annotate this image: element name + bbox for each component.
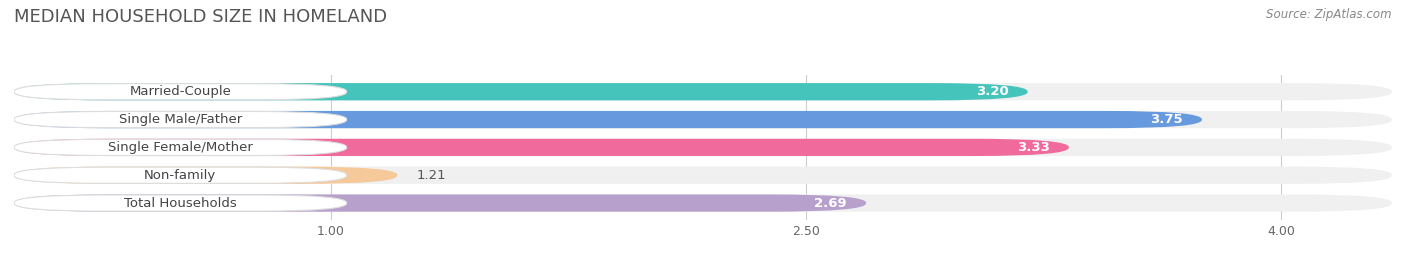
Text: Single Male/Father: Single Male/Father	[118, 113, 242, 126]
Text: MEDIAN HOUSEHOLD SIZE IN HOMELAND: MEDIAN HOUSEHOLD SIZE IN HOMELAND	[14, 8, 387, 26]
Text: 2.69: 2.69	[814, 196, 848, 210]
FancyBboxPatch shape	[14, 167, 347, 183]
Text: Total Households: Total Households	[124, 196, 236, 210]
FancyBboxPatch shape	[14, 139, 1069, 156]
Text: 3.75: 3.75	[1150, 113, 1182, 126]
Text: 3.20: 3.20	[976, 85, 1008, 98]
Text: Married-Couple: Married-Couple	[129, 85, 232, 98]
FancyBboxPatch shape	[14, 139, 347, 155]
FancyBboxPatch shape	[14, 111, 347, 128]
FancyBboxPatch shape	[14, 83, 1028, 100]
FancyBboxPatch shape	[14, 84, 347, 100]
Text: Single Female/Mother: Single Female/Mother	[108, 141, 253, 154]
Text: 3.33: 3.33	[1017, 141, 1050, 154]
FancyBboxPatch shape	[14, 195, 1392, 212]
Text: Non-family: Non-family	[145, 169, 217, 182]
Text: Source: ZipAtlas.com: Source: ZipAtlas.com	[1267, 8, 1392, 21]
FancyBboxPatch shape	[14, 195, 866, 212]
FancyBboxPatch shape	[14, 111, 1202, 128]
Text: 1.21: 1.21	[416, 169, 446, 182]
FancyBboxPatch shape	[14, 167, 1392, 184]
FancyBboxPatch shape	[14, 195, 347, 211]
FancyBboxPatch shape	[14, 83, 1392, 100]
FancyBboxPatch shape	[14, 139, 1392, 156]
FancyBboxPatch shape	[14, 111, 1392, 128]
FancyBboxPatch shape	[14, 167, 398, 184]
